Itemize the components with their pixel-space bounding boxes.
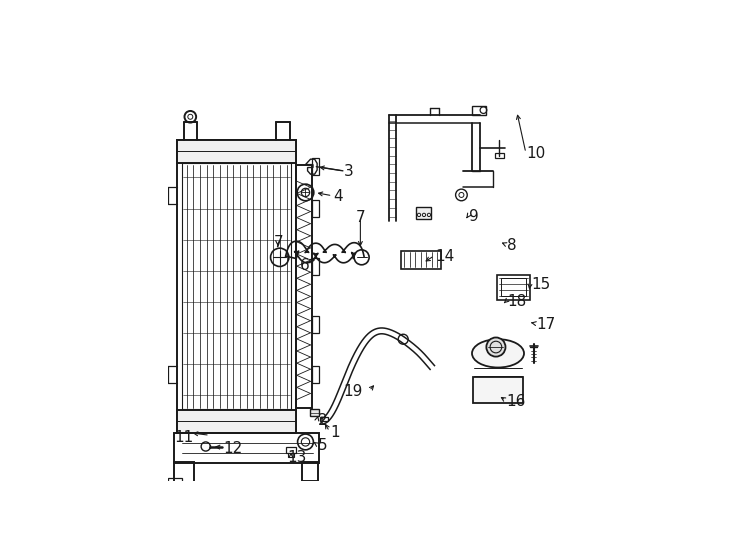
Bar	[312, 200, 319, 217]
Text: 3: 3	[344, 164, 354, 179]
Bar	[497, 275, 530, 300]
Bar	[312, 316, 319, 333]
Circle shape	[487, 338, 506, 356]
Bar	[495, 153, 504, 158]
Bar	[473, 377, 523, 403]
Text: 13: 13	[288, 450, 307, 465]
Bar	[174, 433, 319, 463]
Text: 2: 2	[318, 413, 327, 428]
Bar	[415, 207, 432, 219]
Text: 6: 6	[299, 258, 310, 273]
Bar	[310, 409, 319, 416]
Bar	[501, 278, 526, 296]
Bar	[312, 158, 319, 175]
Text: 7: 7	[274, 235, 283, 250]
Bar	[320, 416, 327, 421]
Text: 7: 7	[356, 210, 366, 225]
Text: 18: 18	[508, 294, 527, 309]
Bar	[302, 462, 318, 482]
Bar	[174, 462, 194, 484]
Ellipse shape	[472, 339, 524, 368]
Text: 12: 12	[223, 442, 242, 456]
Bar	[178, 140, 296, 163]
Bar	[286, 447, 297, 453]
Bar	[178, 410, 296, 433]
Text: 16: 16	[506, 394, 526, 409]
Text: 11: 11	[174, 430, 193, 445]
Bar	[401, 251, 440, 268]
Bar	[296, 165, 312, 408]
Text: 1: 1	[330, 425, 340, 440]
Text: 14: 14	[435, 249, 454, 264]
Text: 5: 5	[318, 438, 327, 453]
Bar	[178, 140, 296, 433]
Bar	[183, 163, 291, 409]
Text: 4: 4	[333, 189, 343, 204]
Text: 19: 19	[344, 384, 363, 399]
Text: 8: 8	[506, 238, 516, 253]
Circle shape	[201, 442, 210, 451]
Bar	[168, 478, 183, 485]
Bar	[312, 258, 319, 275]
Bar	[472, 105, 487, 114]
Bar	[312, 366, 319, 383]
Text: 17: 17	[536, 317, 555, 332]
Text: 9: 9	[469, 208, 479, 224]
Bar	[288, 453, 294, 457]
Text: 15: 15	[531, 277, 550, 292]
Text: 10: 10	[527, 146, 546, 161]
